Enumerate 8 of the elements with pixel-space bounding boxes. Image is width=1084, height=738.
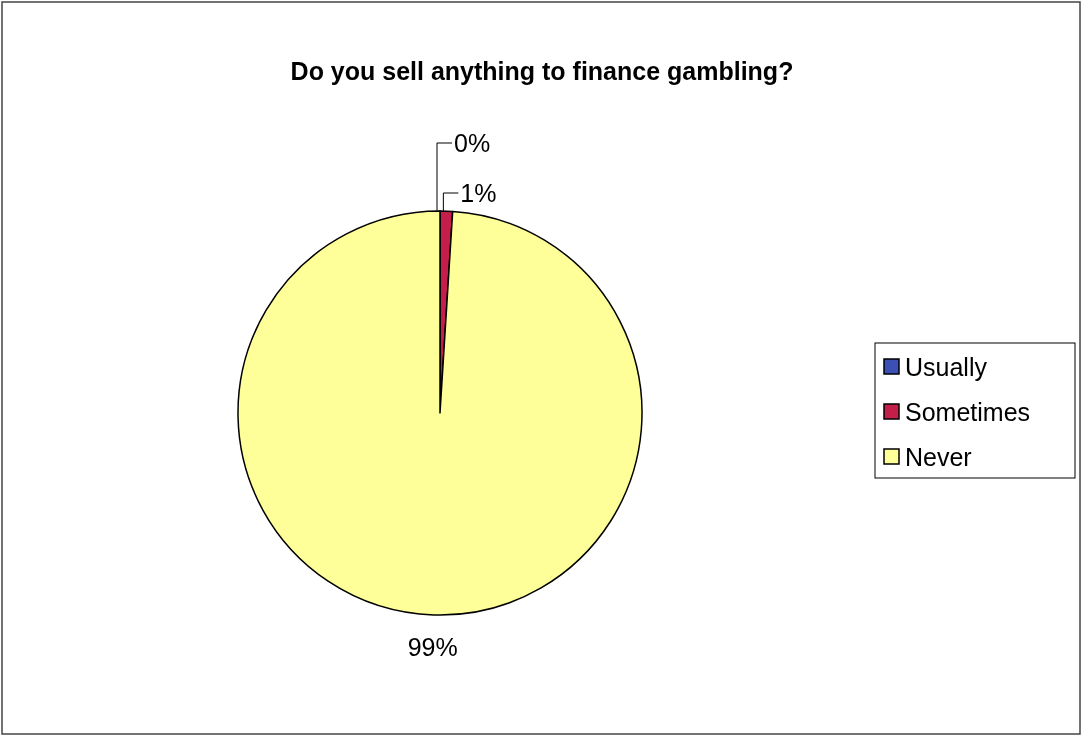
data-label: 1% [460,179,497,207]
chart-title: Do you sell anything to finance gambling? [290,57,794,85]
data-label: 99% [407,632,458,661]
text: 0% [454,129,491,157]
pie-slice [237,210,643,616]
legend-label: Sometimes [905,398,1031,426]
legend-label: Usually [905,353,988,381]
legend-label: Never [905,443,972,471]
